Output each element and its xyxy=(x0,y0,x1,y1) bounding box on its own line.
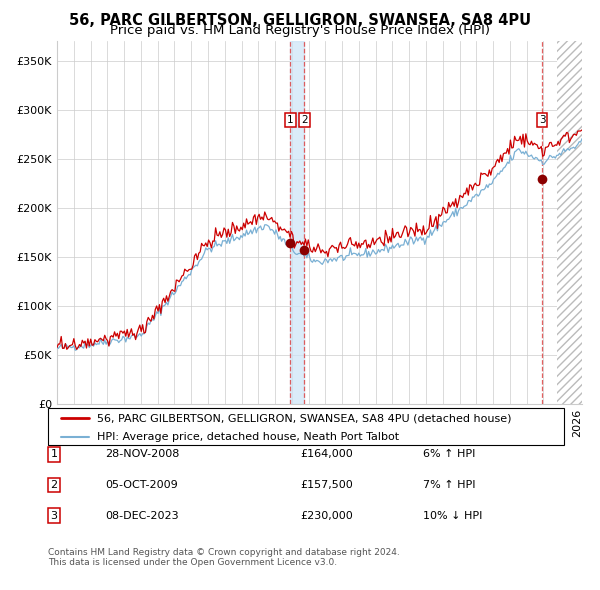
Text: £157,500: £157,500 xyxy=(300,480,353,490)
Text: 05-OCT-2009: 05-OCT-2009 xyxy=(105,480,178,490)
Bar xyxy=(290,41,304,404)
FancyBboxPatch shape xyxy=(48,408,564,445)
Text: 08-DEC-2023: 08-DEC-2023 xyxy=(105,511,179,520)
Text: 1: 1 xyxy=(287,114,293,124)
Text: 56, PARC GILBERTSON, GELLIGRON, SWANSEA, SA8 4PU: 56, PARC GILBERTSON, GELLIGRON, SWANSEA,… xyxy=(69,13,531,28)
Text: 6% ↑ HPI: 6% ↑ HPI xyxy=(423,450,475,459)
Text: 1: 1 xyxy=(50,450,58,459)
Text: 3: 3 xyxy=(539,114,545,124)
Text: 10% ↓ HPI: 10% ↓ HPI xyxy=(423,511,482,520)
Text: £230,000: £230,000 xyxy=(300,511,353,520)
Text: HPI: Average price, detached house, Neath Port Talbot: HPI: Average price, detached house, Neat… xyxy=(97,432,399,442)
Text: 7% ↑ HPI: 7% ↑ HPI xyxy=(423,480,476,490)
Text: Contains HM Land Registry data © Crown copyright and database right 2024.
This d: Contains HM Land Registry data © Crown c… xyxy=(48,548,400,567)
Text: 2: 2 xyxy=(301,114,308,124)
Text: Price paid vs. HM Land Registry's House Price Index (HPI): Price paid vs. HM Land Registry's House … xyxy=(110,24,490,37)
Text: 2: 2 xyxy=(50,480,58,490)
Text: 28-NOV-2008: 28-NOV-2008 xyxy=(105,450,179,459)
Text: £164,000: £164,000 xyxy=(300,450,353,459)
Text: 3: 3 xyxy=(50,511,58,520)
Text: 56, PARC GILBERTSON, GELLIGRON, SWANSEA, SA8 4PU (detached house): 56, PARC GILBERTSON, GELLIGRON, SWANSEA,… xyxy=(97,414,512,423)
